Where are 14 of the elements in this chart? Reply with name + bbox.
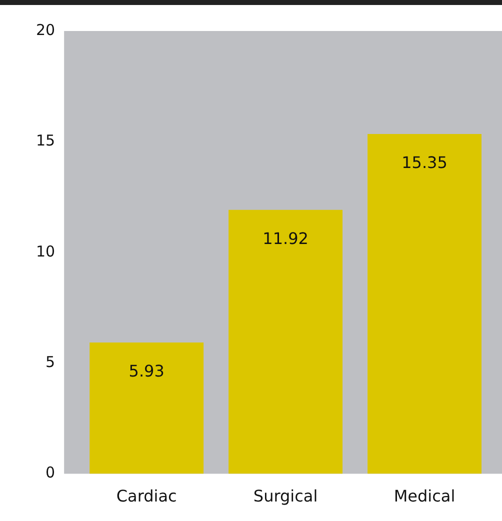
y-tick-label: 5 (46, 352, 56, 371)
y-tick-label: 10 (36, 242, 56, 260)
x-tick-label: Cardiac (116, 486, 177, 506)
bar (228, 210, 343, 474)
y-tick-label: 15 (36, 132, 56, 150)
data-label: 11.92 (262, 229, 308, 248)
x-tick-label: Medical (394, 486, 456, 506)
bar (90, 342, 204, 474)
x-tick-label: Surgical (253, 486, 318, 506)
y-tick-label: 0 (46, 464, 56, 482)
y-tick-label: 20 (36, 20, 56, 39)
data-label: 15.35 (402, 153, 448, 172)
data-label: 5.93 (128, 362, 164, 381)
bar (368, 134, 482, 474)
